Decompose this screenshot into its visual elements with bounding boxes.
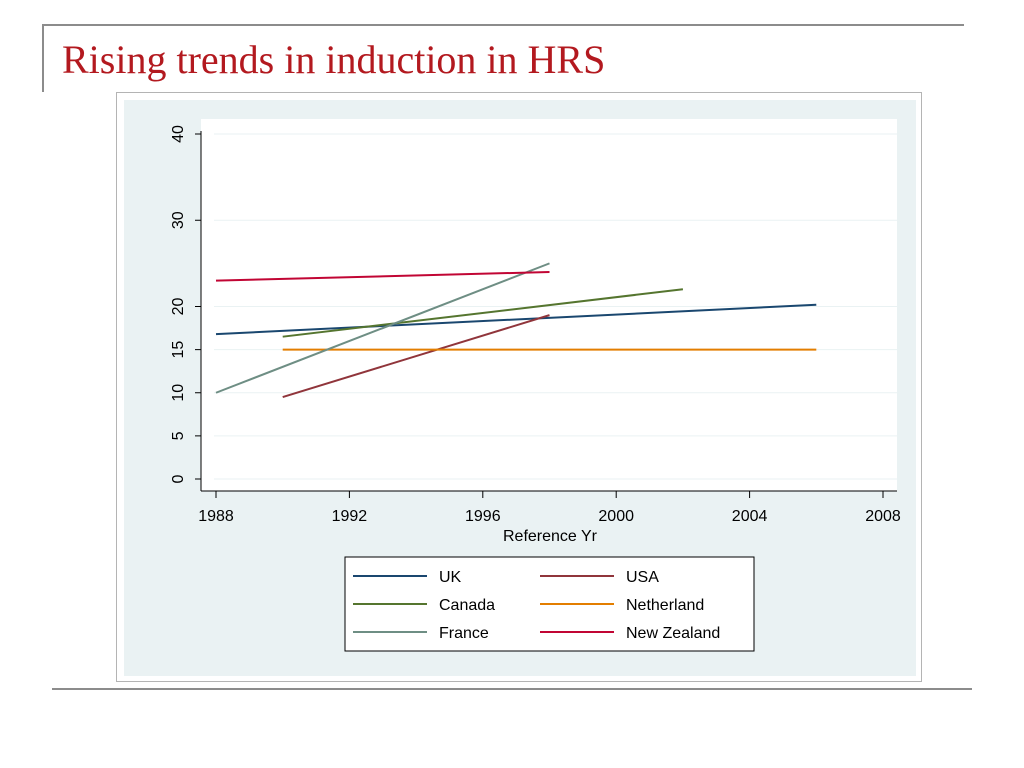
legend-label-uk: UK [439,569,462,586]
axes: 0 5 10 15 20 30 40 1988 1992 1996 2000 2004 2008 [170,125,901,525]
y-tick-label: 5 [170,431,187,440]
legend-label-usa: USA [626,569,659,586]
slide-title: Rising trends in induction in HRS [62,37,606,82]
series-line-usa [282,314,550,399]
legend-label-canada: Canada [439,597,495,614]
y-tick-label: 15 [170,341,187,359]
x-tick-label: 1992 [332,508,368,525]
chart-frame: 0 5 10 15 20 30 40 1988 1992 1996 2000 2004 2008 Ref… [116,92,922,682]
line-chart: 0 5 10 15 20 30 40 1988 1992 1996 2000 2004 2008 Ref… [124,100,916,676]
x-tick-label: 2000 [598,508,634,525]
series-line-uk [215,303,817,336]
legend: UK USA Canada Netherland France New Zealand [344,556,755,652]
legend-label-new-zealand: New Zealand [626,625,720,642]
y-tick-label: 10 [170,384,187,402]
x-tick-label: 2004 [732,508,768,525]
slide-footer-rule [52,688,972,690]
series-lines [215,262,817,399]
x-axis-title: Reference Yr [503,528,598,545]
slide-frame-top-rule [42,24,964,26]
y-tick-label: 0 [170,474,187,483]
legend-label-netherland: Netherland [626,597,704,614]
y-tick-label: 20 [170,298,187,316]
y-tick-label: 40 [170,125,187,143]
x-tick-label: 1996 [465,508,501,525]
x-tick-label: 2008 [865,508,901,525]
series-line-canada [282,288,684,338]
slide-frame-left-rule [42,24,44,92]
legend-label-france: France [439,625,489,642]
series-line-france [215,262,550,394]
x-tick-label: 1988 [198,508,234,525]
series-line-new-zealand [215,271,550,282]
y-tick-label: 30 [170,211,187,229]
